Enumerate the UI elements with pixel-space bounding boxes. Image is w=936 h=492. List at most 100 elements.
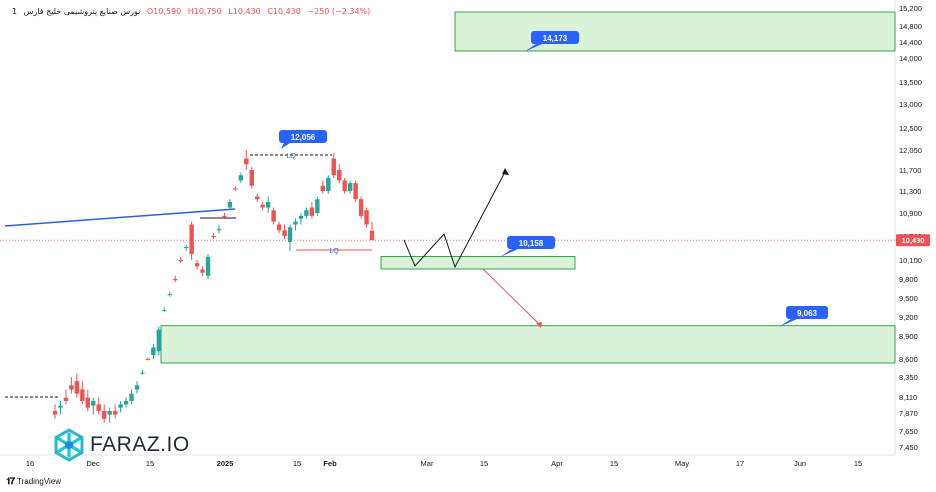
- candle-body[interactable]: [293, 221, 298, 225]
- y-tick-label: 10,100: [899, 256, 922, 265]
- candle-body[interactable]: [183, 246, 189, 248]
- candle-body[interactable]: [101, 411, 107, 419]
- x-tick-label: Apr: [551, 459, 563, 468]
- alt-projection-line[interactable]: [482, 268, 542, 327]
- candle-body[interactable]: [63, 397, 69, 401]
- candle-body[interactable]: [276, 224, 282, 231]
- candle-body[interactable]: [287, 227, 293, 242]
- candle-body[interactable]: [140, 372, 145, 374]
- candle-body[interactable]: [271, 210, 276, 222]
- legend-change: −250 (−2.34%): [307, 7, 371, 16]
- support-zone-label-text: 10,158: [519, 239, 544, 248]
- y-tick-label: 8,110: [899, 393, 917, 402]
- candle-body[interactable]: [178, 260, 183, 262]
- candle-body[interactable]: [364, 210, 369, 225]
- candle-body[interactable]: [282, 230, 287, 236]
- candle-body[interactable]: [80, 389, 85, 402]
- candle-body[interactable]: [156, 329, 162, 352]
- candle-body[interactable]: [331, 158, 336, 176]
- y-tick-label: 9,500: [899, 294, 918, 303]
- x-tick-label: Mar: [421, 459, 434, 468]
- y-tick-label: 8,350: [899, 373, 918, 382]
- candle-body[interactable]: [337, 170, 342, 181]
- candle-body[interactable]: [358, 199, 364, 216]
- candle-body[interactable]: [309, 207, 315, 216]
- candle-body[interactable]: [320, 185, 326, 191]
- trendline[interactable]: [4, 208, 236, 227]
- candle-body[interactable]: [227, 202, 233, 208]
- candle-body[interactable]: [52, 411, 58, 415]
- y-tick-label: 10,900: [899, 209, 922, 218]
- brand-name: FARAZ.IO: [90, 433, 190, 456]
- candle-body[interactable]: [134, 385, 140, 390]
- candle-body[interactable]: [342, 180, 347, 192]
- candle-body[interactable]: [162, 310, 167, 312]
- y-tick-label: 12,500: [899, 124, 922, 133]
- tradingview-logo-icon: 𝟏𝟕: [6, 476, 15, 486]
- candle-body[interactable]: [298, 215, 304, 219]
- candle-body[interactable]: [112, 411, 118, 415]
- candle-body[interactable]: [123, 401, 129, 405]
- y-tick-label: 13,000: [899, 100, 922, 109]
- candle-body[interactable]: [129, 393, 134, 401]
- star-hexagon-logo-icon: [54, 428, 84, 462]
- candle-body[interactable]: [326, 177, 331, 191]
- candle-body[interactable]: [369, 230, 375, 241]
- y-tick-label: 7,450: [899, 443, 918, 452]
- candle-body[interactable]: [145, 359, 151, 360]
- x-tick-label: 15: [854, 459, 862, 468]
- legend-close: C10,430: [267, 7, 301, 16]
- target-zone[interactable]: [454, 11, 896, 52]
- y-tick-label: 12,050: [899, 146, 922, 155]
- y-tick-label: 15,200: [899, 4, 922, 13]
- candle-body[interactable]: [222, 215, 227, 218]
- legend-symbol[interactable]: نورس صنایع پتروشیمی خلیج فارس: [23, 7, 141, 16]
- x-tick-label: Dec: [86, 459, 100, 468]
- candle-body[interactable]: [118, 404, 123, 408]
- x-tick-label: 15: [146, 459, 154, 468]
- candle-body[interactable]: [216, 229, 222, 231]
- candle-body[interactable]: [167, 294, 172, 296]
- candle-body[interactable]: [85, 397, 90, 408]
- x-tick-label: Feb: [323, 459, 337, 468]
- candle-body[interactable]: [255, 196, 260, 200]
- candle-body[interactable]: [233, 188, 238, 190]
- candle-body[interactable]: [107, 411, 112, 415]
- lower-support-zone[interactable]: [160, 325, 896, 364]
- candle-body[interactable]: [173, 279, 178, 281]
- legend-low: L10,430: [228, 7, 261, 16]
- candle-body[interactable]: [69, 385, 74, 390]
- liquidity-low-label: LQ: [329, 248, 339, 255]
- candle-body[interactable]: [189, 224, 194, 255]
- x-tick-label: 17: [736, 459, 744, 468]
- candle-body[interactable]: [249, 170, 254, 186]
- candle-body[interactable]: [205, 257, 211, 276]
- candle-body[interactable]: [353, 183, 358, 200]
- target-zone-label: [531, 31, 579, 44]
- candle-body[interactable]: [91, 401, 96, 406]
- candle-body[interactable]: [96, 404, 101, 411]
- support-zone[interactable]: [380, 256, 576, 270]
- x-tick-label: Jun: [794, 459, 806, 468]
- candle-body[interactable]: [211, 236, 216, 238]
- candle-body[interactable]: [315, 199, 320, 213]
- candle-body[interactable]: [194, 263, 200, 267]
- candle-body[interactable]: [200, 269, 205, 273]
- candle-body[interactable]: [151, 347, 156, 356]
- candle-body[interactable]: [265, 202, 271, 208]
- projection-arrowhead: [502, 168, 509, 175]
- candle-body[interactable]: [347, 183, 353, 191]
- candle-body[interactable]: [244, 158, 249, 165]
- candle-body[interactable]: [238, 175, 244, 181]
- candle-body[interactable]: [74, 381, 80, 394]
- y-tick-label: 11,300: [899, 187, 921, 196]
- candle-body[interactable]: [304, 210, 309, 216]
- projection-path[interactable]: [403, 171, 506, 269]
- tradingview-footer[interactable]: 𝟏𝟕 TradingView: [6, 476, 61, 487]
- candle-body[interactable]: [58, 405, 63, 408]
- candle-body[interactable]: [260, 204, 265, 208]
- last-price-badge: [896, 234, 930, 247]
- y-tick-label: 11,700: [899, 166, 921, 175]
